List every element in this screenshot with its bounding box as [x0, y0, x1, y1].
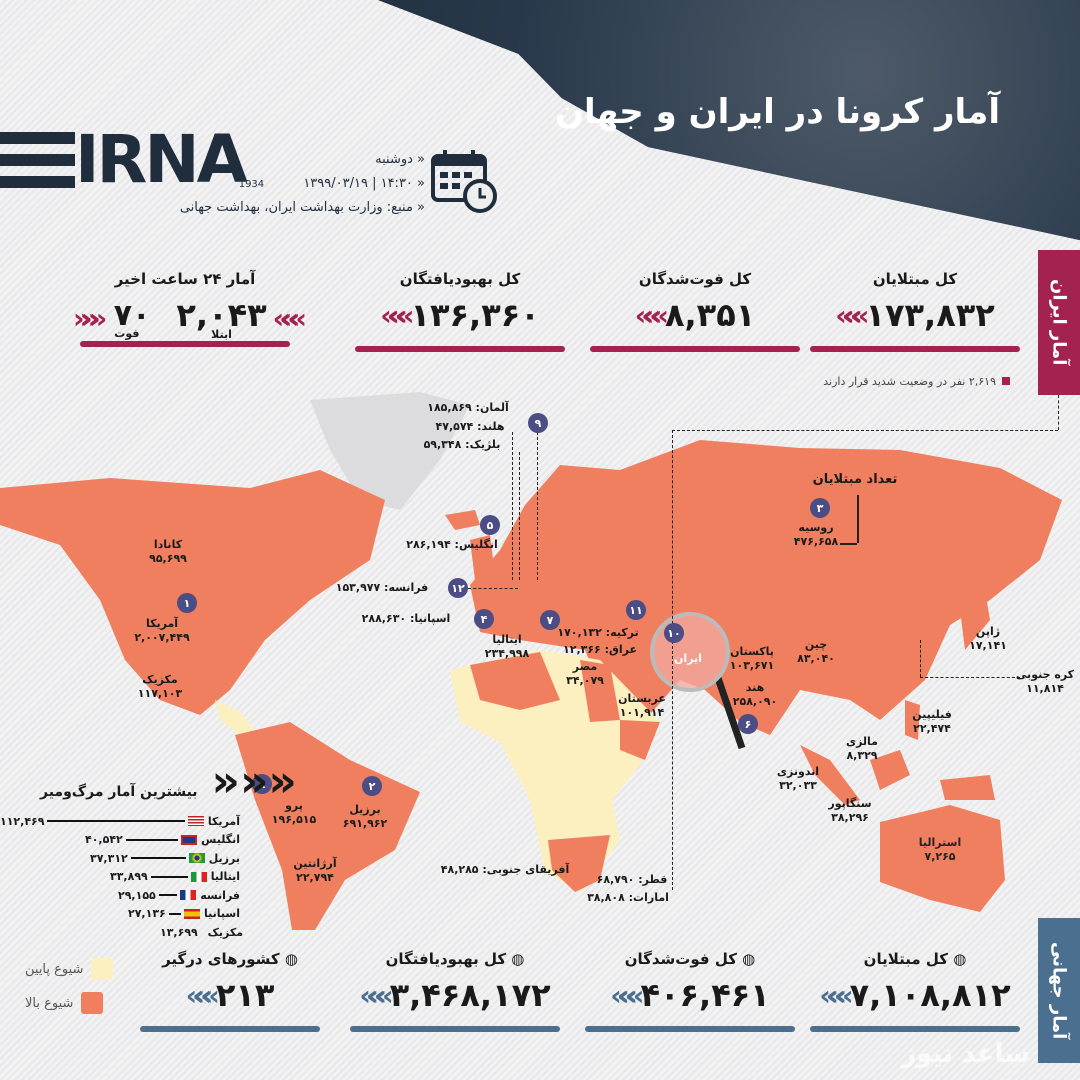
- spain-flag-icon: [184, 908, 201, 919]
- watermark: ساعد نیوز: [901, 1039, 1030, 1069]
- rank-badge: ۶: [738, 714, 758, 734]
- label-south-africa: آفریقای جنوبی: ۴۸,۲۸۵: [440, 863, 570, 876]
- label-russia: روسیه ۴۷۶,۶۵۸: [793, 521, 839, 548]
- world-total-recovered: ◍ کل بهبودیافتگان ««« ۳,۴۶۸,۱۷۲: [340, 950, 570, 1032]
- iran-side-label: آمار ایران: [1038, 250, 1080, 395]
- day: « دوشنبه: [375, 152, 425, 167]
- us-flag-icon: [188, 816, 205, 827]
- list-item: ۳۷,۳۱۲ برزیل: [90, 851, 240, 865]
- rank-badge: ۴: [474, 609, 494, 629]
- irna-logo: IRNA 1934: [0, 127, 264, 193]
- world-side-label: آمار جهانی: [1038, 918, 1080, 1063]
- label-singapore: سنگاپور ۳۸,۲۹۶: [828, 797, 872, 824]
- label-uk: انگلیس: ۲۸۶,۱۹۴: [406, 538, 498, 551]
- magnifier-handle: [714, 676, 746, 750]
- rank-badge: ۱۲: [448, 578, 468, 598]
- deaths-list: ۱۱۲,۴۶۹ آمریکا ۴۰,۵۴۲ انگلیس ۳۷,۳۱۲ برزی…: [0, 812, 244, 942]
- world-affected-countries: ◍ کشورهای درگیر ««« ۲۱۳: [140, 950, 320, 1032]
- rank-badge: ۹: [528, 413, 548, 433]
- rank-badge: ۸: [252, 774, 272, 794]
- label-egypt: مصر ۳۴,۰۷۹: [566, 660, 604, 687]
- label-usa: آمریکا ۲,۰۰۷,۴۴۹: [134, 617, 190, 644]
- rank-badge: ۳: [810, 498, 830, 518]
- label-south-korea: کره جنوبی ۱۱,۸۱۴: [1015, 668, 1075, 695]
- list-item: ۱۱۲,۴۶۹ آمریکا: [0, 814, 240, 828]
- map-annotation: تعداد مبتلایان: [812, 472, 898, 487]
- critical-note: ۲,۶۱۹ نفر در وضعیت شدید قرار دارند: [823, 375, 1010, 388]
- label-belgium: بلژیک: ۵۹,۳۴۸: [423, 438, 501, 451]
- world-total-deaths: ◍ کل فوت‌شدگان ««« ۴۰۶,۴۶۱: [575, 950, 805, 1032]
- south-africa: [548, 835, 610, 892]
- rank-badge: ۷: [540, 610, 560, 630]
- label-indonesia: اندونزی ۳۲,۰۳۳: [776, 765, 820, 792]
- south-america: [235, 722, 420, 930]
- label-mexico: مکزیک ۱۱۷,۱۰۳: [137, 673, 183, 700]
- eurasia: [470, 440, 1062, 735]
- label-malaysia: مالزی ۸,۳۲۹: [846, 735, 878, 762]
- greenland: [310, 392, 470, 510]
- label-uae: امارات: ۳۸,۸۰۸: [587, 891, 669, 904]
- central-america: [215, 700, 255, 735]
- rank-badge: ۲: [362, 776, 382, 796]
- label-philippines: فیلیپین ۲۲,۴۷۴: [912, 708, 952, 735]
- label-iran: ایران: [674, 652, 702, 665]
- iran-total-deaths: کل فوت‌شدگان ««« ۸,۳۵۱: [580, 270, 810, 352]
- uk-flag-icon: [181, 834, 198, 845]
- north-africa-high: [470, 652, 660, 760]
- label-canada: کانادا ۹۵,۶۹۹: [149, 538, 187, 565]
- iran-last-24h: آمار ۲۴ ساعت اخیر »»» ۷۰ فوت ۲,۰۴۳ ابتلا «…: [70, 270, 307, 347]
- rank-badge: ۱۰: [664, 623, 684, 643]
- label-china: چین ۸۳,۰۴۰: [797, 638, 835, 665]
- rank-badge: ۵: [480, 515, 500, 535]
- label-saudi: عربستان ۱۰۱,۹۱۴: [618, 692, 666, 719]
- iran-total-infected: کل مبتلایان ««« ۱۷۳,۸۳۲: [800, 270, 1030, 352]
- legend-low: شیوع پایین: [25, 958, 114, 980]
- list-item: ۲۷,۱۳۶ اسپانیا: [128, 907, 240, 921]
- list-item: ۲۹,۱۵۵ فرانسه: [118, 888, 240, 902]
- calendar-clock-icon: [431, 150, 497, 213]
- list-item: ۱۳,۶۹۹ مکزیک: [160, 925, 244, 939]
- label-pakistan: پاکستان ۱۰۳,۶۷۱: [729, 645, 775, 672]
- australia: [880, 805, 1005, 912]
- label-italy: ایتالیا ۲۳۴,۹۹۸: [484, 633, 530, 660]
- iceland: [445, 510, 480, 530]
- label-brazil: برزیل ۶۹۱,۹۶۲: [342, 803, 388, 830]
- label-turkey: ترکیه: ۱۷۰,۱۳۲: [557, 626, 639, 639]
- label-qatar: قطر: ۶۸,۷۹۰: [596, 873, 668, 886]
- label-argentina: آرژانتین ۲۲,۷۹۴: [293, 857, 337, 884]
- label-germany: آلمان: ۱۸۵,۸۶۹: [427, 401, 509, 414]
- legend-high: شیوع بالا: [25, 992, 104, 1014]
- label-japan: ژاپن ۱۷,۱۴۱: [969, 625, 1007, 652]
- italy-flag-icon: [190, 871, 207, 882]
- rank-badge: ۱۱: [626, 600, 646, 620]
- label-australia: استرالیا ۷,۲۶۵: [918, 836, 962, 863]
- label-netherlands: هلند: ۴۷,۵۷۴: [435, 420, 505, 433]
- label-iraq: عراق: ۱۲,۳۶۶: [563, 643, 637, 656]
- source: « منبع: وزارت بهداشت ایران، بهداشت جهانی: [179, 200, 425, 215]
- list-item: ۳۳,۸۹۹ ایتالیا: [110, 870, 240, 884]
- list-item: ۴۰,۵۴۲ انگلیس: [85, 833, 240, 847]
- date-source: « دوشنبه « ۱۴:۳۰ | ۱۳۹۹/۰۳/۱۹ « منبع: وز…: [170, 148, 425, 220]
- brazil-flag-icon: [188, 853, 205, 864]
- japan: [960, 590, 990, 650]
- deaths-title: «««بیشترین آمار مرگ‌ومیر: [40, 756, 311, 807]
- rank-badge: ۱: [177, 593, 197, 613]
- label-france: فرانسه: ۱۵۳,۹۷۷: [335, 581, 429, 594]
- label-spain: اسپانیا: ۲۸۸,۶۳۰: [361, 612, 451, 625]
- label-india: هند ۲۵۸,۰۹۰: [732, 681, 778, 708]
- southeast-asia-islands: [800, 700, 995, 805]
- north-america: [0, 470, 385, 715]
- france-flag-icon: [180, 890, 197, 901]
- world-total-infected: ◍ کل مبتلایان ««« ۷,۱۰۸,۸۱۲: [800, 950, 1030, 1032]
- iran-total-recovered: کل بهبودیافتگان ««« ۱۳۶,۳۶۰: [345, 270, 575, 352]
- page-title: آمار کرونا در ایران و جهان: [555, 92, 1000, 132]
- datetime: « ۱۴:۳۰ | ۱۳۹۹/۰۳/۱۹: [303, 176, 425, 191]
- label-peru: پرو ۱۹۶,۵۱۵: [271, 799, 317, 826]
